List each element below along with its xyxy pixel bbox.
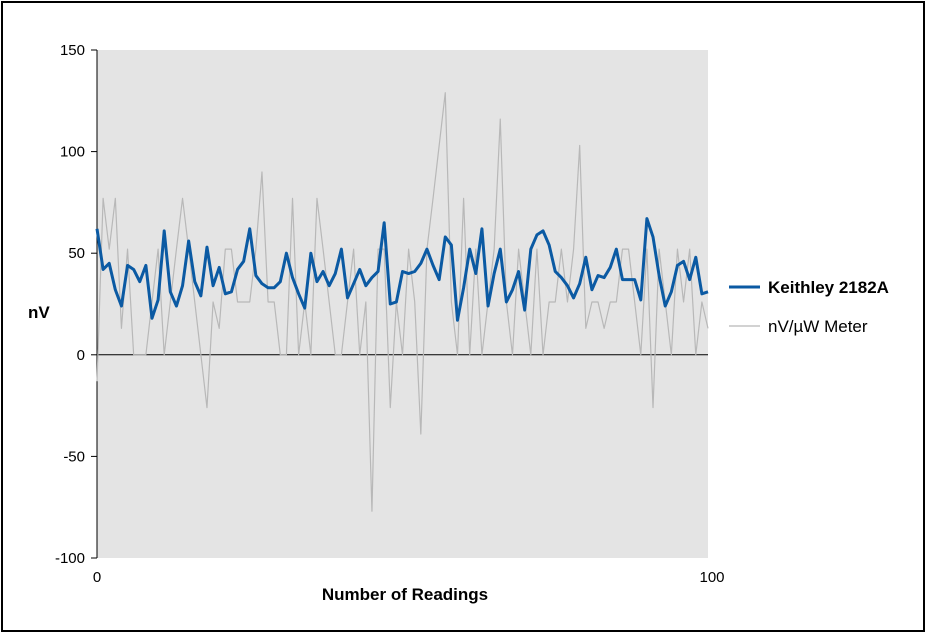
x-tick-label: 0 <box>93 569 101 586</box>
x-axis-title: Number of Readings <box>322 585 488 604</box>
y-tick-label: 150 <box>60 42 85 59</box>
y-tick-label: 50 <box>68 245 85 262</box>
legend: Keithley 2182A nV/µW Meter <box>729 278 889 336</box>
plot-area <box>97 50 708 558</box>
series-line-nv-uw-meter <box>96 92 709 512</box>
y-tick-label: 100 <box>60 144 85 161</box>
y-tick-label: 0 <box>77 347 85 364</box>
y-tick-label: -100 <box>55 550 85 567</box>
legend-label-keithley-2182a: Keithley 2182A <box>768 278 889 297</box>
series-layer <box>95 92 709 512</box>
x-axis: 0 100 <box>93 569 725 586</box>
y-axis-title: nV <box>28 303 50 322</box>
x-tick-label: 100 <box>699 569 724 586</box>
y-tick-label: -50 <box>63 448 85 465</box>
series-line-keithley-2182a <box>95 217 709 322</box>
y-axis: 150 100 50 0 -50 -100 <box>55 42 98 567</box>
legend-label-nv-uw-meter: nV/µW Meter <box>768 317 868 336</box>
